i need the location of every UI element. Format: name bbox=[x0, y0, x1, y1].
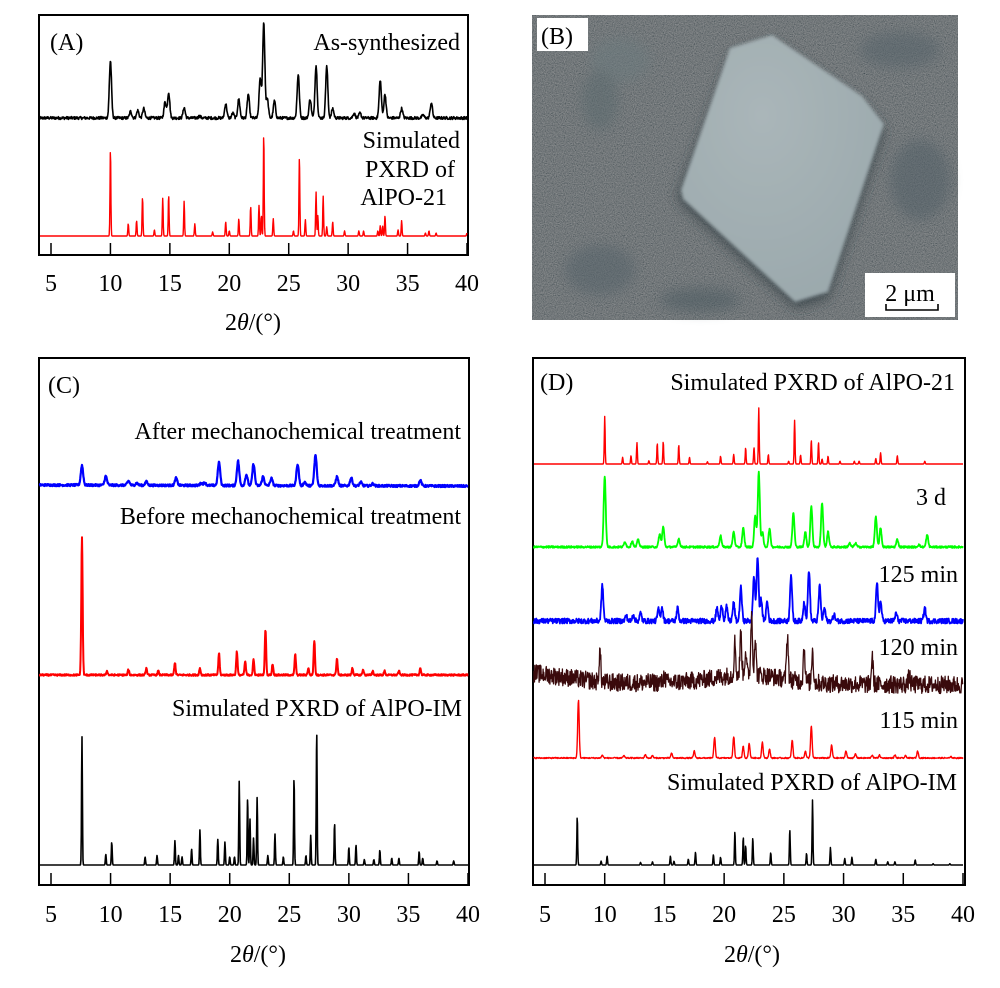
x-tick-label: 20 bbox=[218, 902, 242, 928]
x-tick-label: 40 bbox=[455, 271, 479, 297]
panel-b-label-box bbox=[537, 18, 588, 51]
scale-bar bbox=[885, 304, 939, 311]
scale-bar-label: 2 μm bbox=[885, 281, 935, 307]
x-tick-label: 40 bbox=[456, 902, 480, 928]
x-tick-label: 10 bbox=[593, 902, 617, 928]
series-label-simulated-alpo21-line3: AlPO-21 bbox=[360, 185, 447, 211]
x-tick-label: 35 bbox=[396, 271, 420, 297]
series-label-before-treatment: Before mechanochemical treatment bbox=[120, 504, 461, 530]
x-tick-label: 5 bbox=[539, 902, 551, 928]
panel-c-x-axis-title: 2θ/(°) bbox=[230, 942, 286, 968]
xrd-trace-120-min bbox=[533, 610, 964, 695]
xrd-trace-before-mechanochemical-treatment bbox=[39, 536, 469, 677]
panel-c-xrd-chart: 5 10 15 20 25 30 35 40 (C) After mechanochemica… bbox=[38, 357, 480, 968]
panel-a-x-axis: 5 10 15 20 25 30 35 40 bbox=[45, 243, 479, 297]
x-tick-label: 15 bbox=[158, 271, 182, 297]
x-tick-label: 10 bbox=[99, 902, 123, 928]
sem-texture bbox=[565, 32, 950, 312]
panel-a-frame bbox=[38, 14, 469, 256]
panel-d-frame bbox=[532, 357, 966, 886]
panel-c-traces bbox=[38, 454, 469, 866]
xrd-trace-simulated-pxrd-of-alpo-21 bbox=[533, 407, 964, 465]
x-tick-label: 20 bbox=[217, 271, 241, 297]
x-tick-label: 25 bbox=[772, 902, 796, 928]
x-tick-label: 30 bbox=[832, 902, 856, 928]
xrd-trace-after-mechanochemical-treatment bbox=[38, 454, 469, 489]
xrd-trace-125-min bbox=[533, 557, 964, 625]
series-label-125-min: 125 min bbox=[879, 562, 958, 588]
x-tick-label: 40 bbox=[951, 902, 975, 928]
x-tick-label: 15 bbox=[652, 902, 676, 928]
panel-d-xrd-chart: 5 10 15 20 25 30 35 40 (D) Simulated PXRD of Al… bbox=[532, 357, 975, 968]
series-label-3d: 3 d bbox=[916, 485, 946, 511]
series-label-as-synthesized: As-synthesized bbox=[313, 30, 460, 56]
x-tick-label: 10 bbox=[98, 271, 122, 297]
series-label-simulated-alpo-im: Simulated PXRD of AlPO-IM bbox=[667, 770, 957, 796]
x-tick-label: 25 bbox=[277, 902, 301, 928]
xrd-trace-as-synthesized bbox=[39, 22, 468, 121]
panel-c-frame bbox=[38, 357, 470, 886]
x-tick-label: 5 bbox=[45, 902, 57, 928]
x-tick-label: 5 bbox=[45, 271, 57, 297]
x-tick-label: 30 bbox=[336, 271, 360, 297]
series-label-simulated-alpo21-line2: PXRD of bbox=[365, 157, 455, 183]
series-label-120-min: 120 min bbox=[879, 635, 958, 661]
series-label-simulated-alpo21: Simulated PXRD of AlPO-21 bbox=[670, 370, 955, 396]
xrd-trace-3-d bbox=[533, 470, 964, 549]
series-label-simulated-alpo-im: Simulated PXRD of AlPO-IM bbox=[172, 696, 462, 722]
series-label-simulated-alpo21: Simulated bbox=[363, 128, 460, 154]
panel-c-label: (C) bbox=[48, 373, 80, 399]
panel-d-label: (D) bbox=[540, 370, 573, 396]
panel-d-x-axis-title: 2θ/(°) bbox=[724, 942, 780, 968]
panel-d-x-axis: 5 10 15 20 25 30 35 40 bbox=[539, 873, 975, 928]
panel-a-x-axis-title: 2θ/(°) bbox=[225, 310, 281, 336]
panel-b-label: (B) bbox=[541, 24, 573, 50]
panel-a-label: (A) bbox=[50, 30, 83, 56]
xrd-trace-115-min bbox=[533, 699, 964, 760]
xrd-trace-simulated-pxrd-of-alpo-im bbox=[39, 734, 469, 866]
x-tick-label: 25 bbox=[277, 271, 301, 297]
panel-a-xrd-chart: 5 10 15 20 25 30 35 40 (A) As-synthesized Simul… bbox=[38, 14, 479, 336]
panel-b-sem-image: (B) 2 μm bbox=[532, 15, 958, 320]
series-label-after-treatment: After mechanochemical treatment bbox=[135, 419, 462, 445]
panel-a-traces bbox=[39, 22, 468, 237]
x-tick-label: 35 bbox=[891, 902, 915, 928]
xrd-trace-simulated-pxrd-of-alpo-21 bbox=[39, 137, 468, 237]
panel-d-traces bbox=[533, 407, 964, 866]
x-tick-label: 20 bbox=[712, 902, 736, 928]
panel-c-x-axis: 5 10 15 20 25 30 35 40 bbox=[45, 873, 480, 928]
x-tick-label: 30 bbox=[337, 902, 361, 928]
xrd-trace-simulated-pxrd-of-alpo-im bbox=[533, 799, 964, 866]
crystal bbox=[681, 35, 884, 302]
series-label-115-min: 115 min bbox=[880, 708, 958, 734]
x-tick-label: 15 bbox=[158, 902, 182, 928]
x-tick-label: 35 bbox=[396, 902, 420, 928]
